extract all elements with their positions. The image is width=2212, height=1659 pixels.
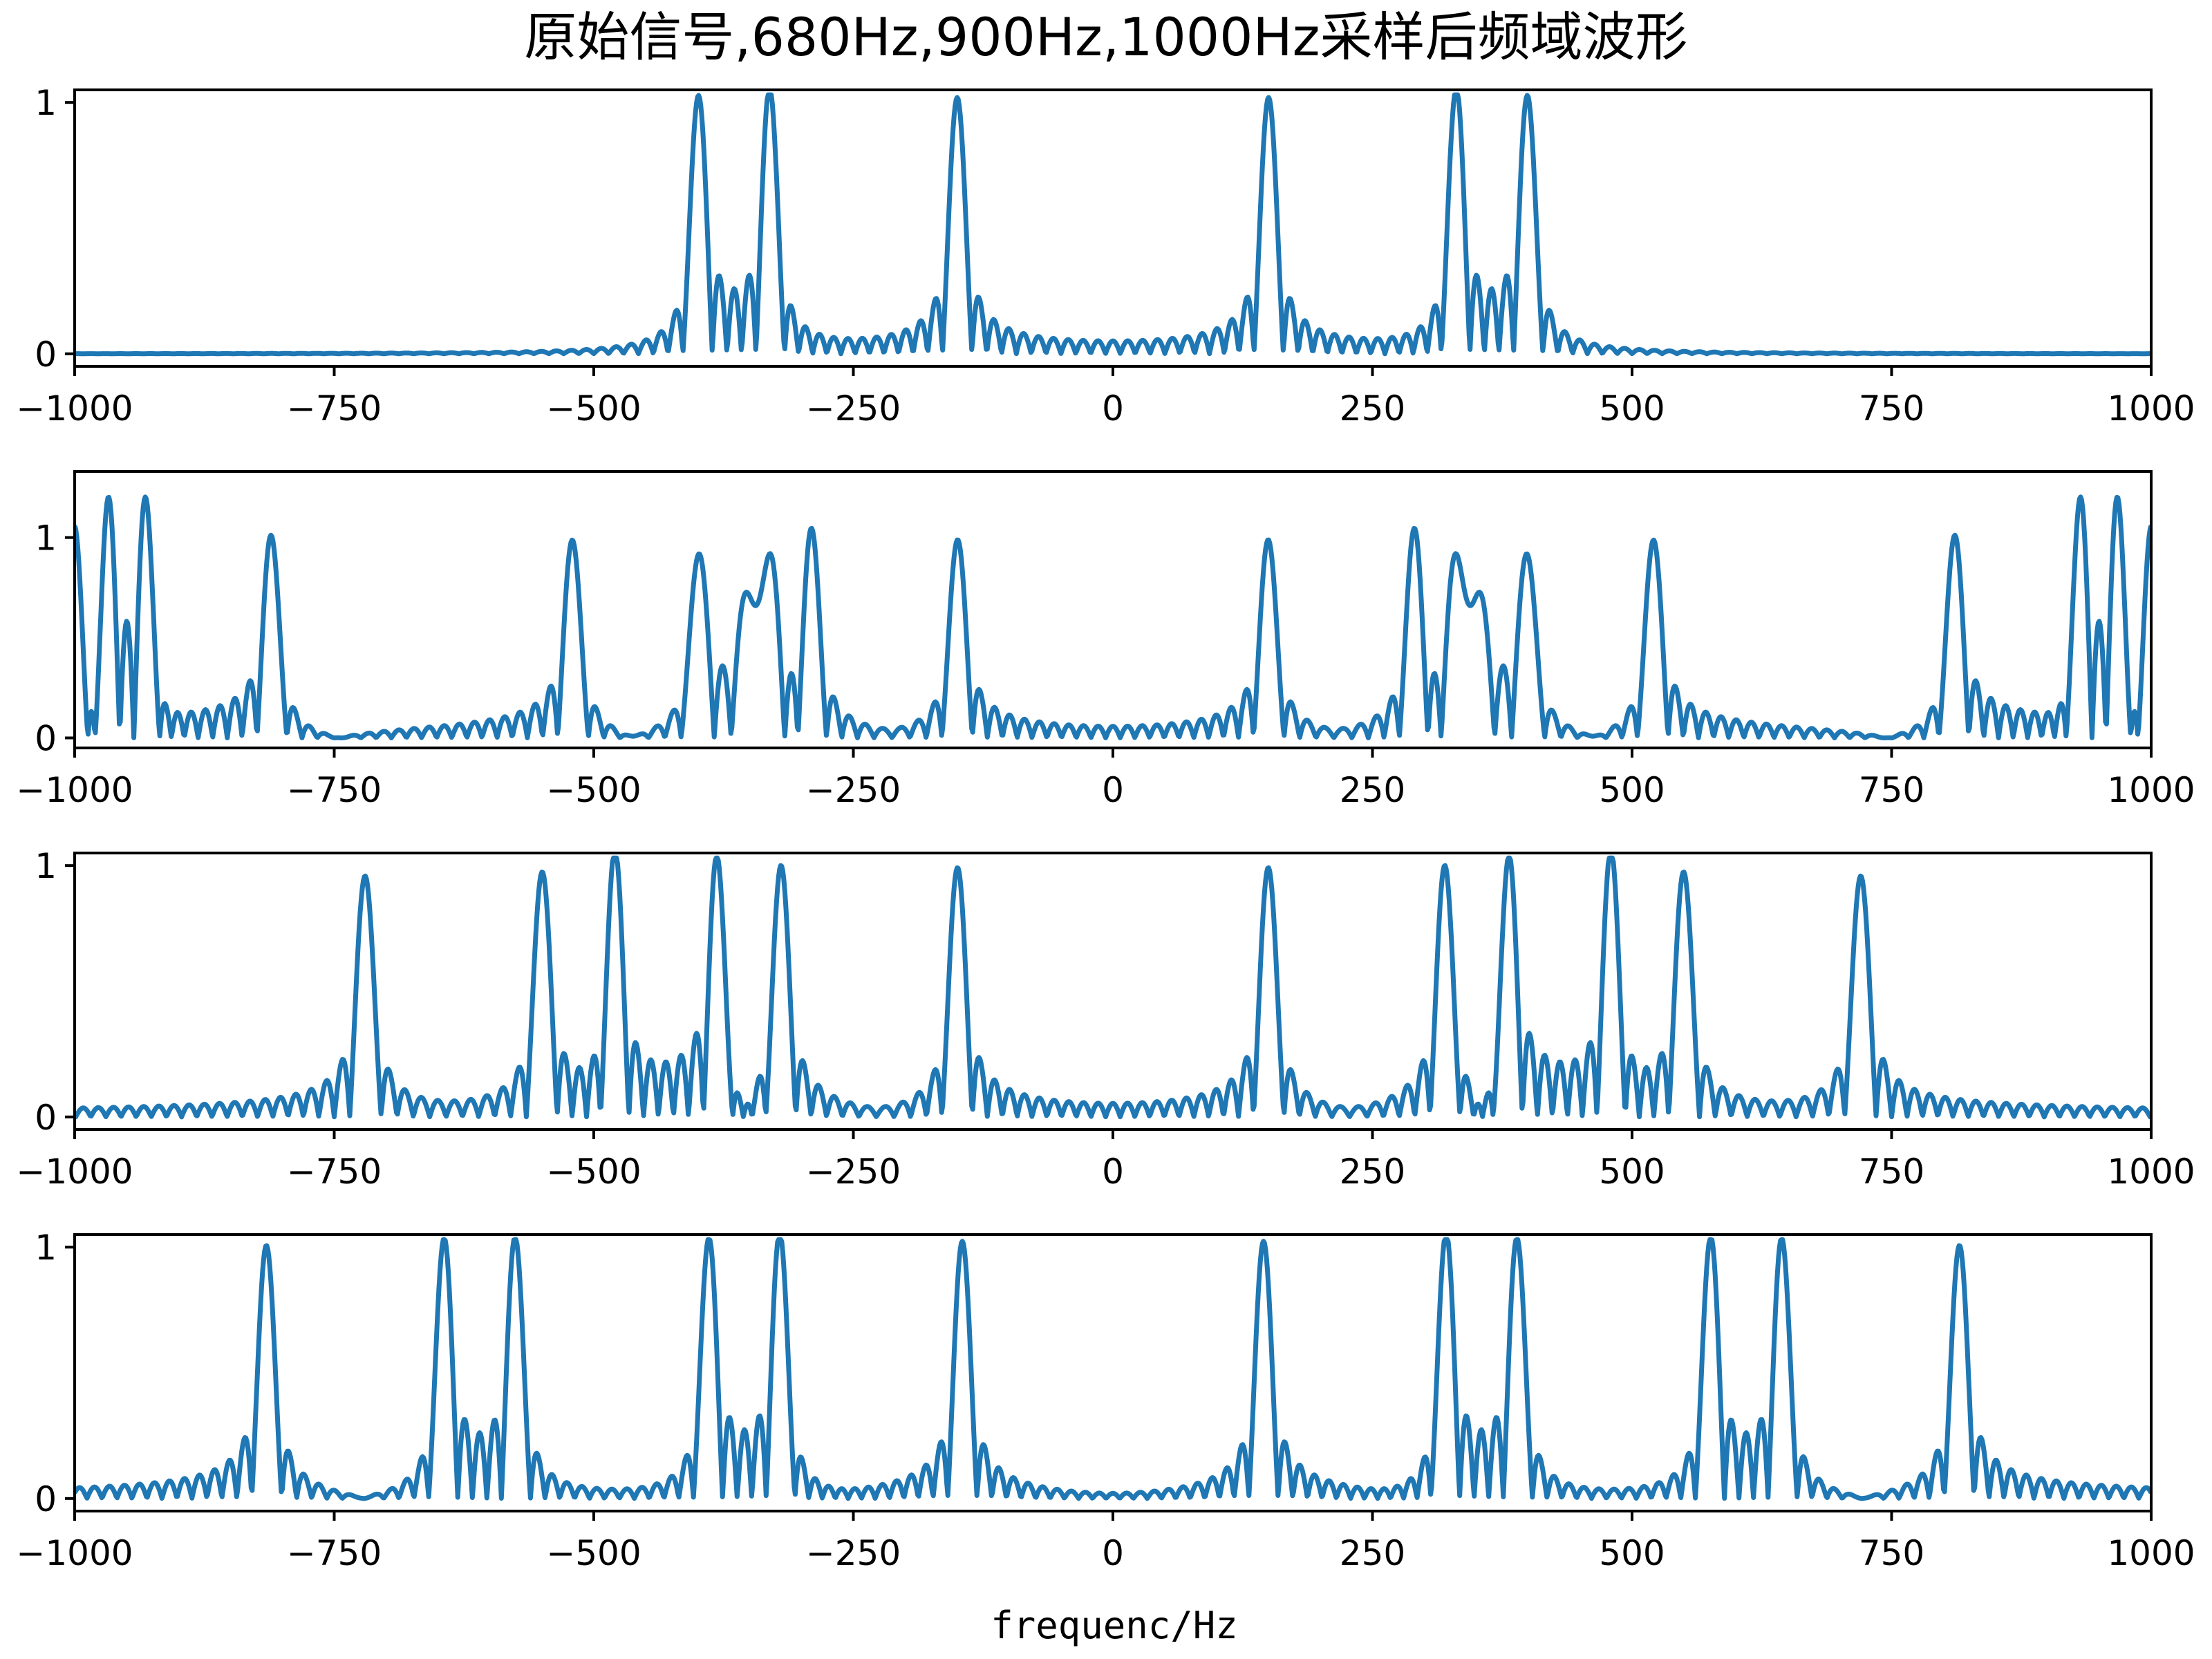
x-tick-label: −1000 bbox=[16, 388, 133, 429]
x-tick-label: −750 bbox=[287, 1533, 382, 1573]
x-tick-label: 1000 bbox=[2107, 388, 2195, 429]
x-tick-label: 1000 bbox=[2107, 1152, 2195, 1192]
x-tick-label: 750 bbox=[1859, 1533, 1924, 1573]
y-tick-label: 0 bbox=[35, 719, 57, 759]
x-tick-label: 1000 bbox=[2107, 1533, 2195, 1573]
x-tick-label: −250 bbox=[806, 1533, 901, 1573]
x-tick-label: −250 bbox=[806, 388, 901, 429]
x-tick-label: 250 bbox=[1340, 1152, 1405, 1192]
subplot-3: −1000 −750 −500 −250 0 250 500 750 1000 0 1 bbox=[16, 846, 2195, 1192]
x-tick-label: −250 bbox=[806, 770, 901, 810]
subplot-1: −1000 −750 −500 −250 0 250 500 750 1000 0 1 bbox=[16, 83, 2195, 429]
y-tick-label: 1 bbox=[35, 83, 57, 123]
x-tick-label: 250 bbox=[1340, 388, 1405, 429]
x-tick-label: 750 bbox=[1859, 388, 1924, 429]
x-tick-label: 750 bbox=[1859, 770, 1924, 810]
x-tick-label: 750 bbox=[1859, 1152, 1924, 1192]
x-tick-label: 250 bbox=[1340, 1533, 1405, 1573]
x-tick-label: −500 bbox=[546, 770, 641, 810]
x-tick-label: 250 bbox=[1340, 770, 1405, 810]
x-tick-label: −750 bbox=[287, 1152, 382, 1192]
x-tick-label: 1000 bbox=[2107, 770, 2195, 810]
y-tick-label: 1 bbox=[35, 1228, 57, 1268]
x-tick-label: −1000 bbox=[16, 770, 133, 810]
x-tick-label: −500 bbox=[546, 1152, 641, 1192]
y-tick-label: 1 bbox=[35, 846, 57, 886]
x-tick-label: −250 bbox=[806, 1152, 901, 1192]
x-tick-label: 0 bbox=[1102, 770, 1124, 810]
figure-title: 原始信号,680Hz,900Hz,1000Hz采样后频域波形 bbox=[524, 6, 1687, 68]
y-tick-label: 0 bbox=[35, 1098, 57, 1138]
x-tick-label: −500 bbox=[546, 388, 641, 429]
y-tick-label: 1 bbox=[35, 518, 57, 559]
x-tick-label: 500 bbox=[1599, 1533, 1665, 1573]
x-tick-label: 500 bbox=[1599, 770, 1665, 810]
series-line bbox=[75, 1237, 2151, 1501]
x-tick-label: 500 bbox=[1599, 1152, 1665, 1192]
subplot-2: −1000 −750 −500 −250 0 250 500 750 1000 0 1 bbox=[16, 470, 2195, 810]
x-tick-label: −750 bbox=[287, 770, 382, 810]
x-tick-label: −500 bbox=[546, 1533, 641, 1573]
series-line bbox=[75, 855, 2151, 1120]
x-axis-label: frequenc/Hz bbox=[991, 1604, 1238, 1647]
x-tick-label: −1000 bbox=[16, 1533, 133, 1573]
series-line bbox=[75, 494, 2151, 740]
x-tick-label: 500 bbox=[1599, 388, 1665, 429]
x-tick-label: 0 bbox=[1102, 1152, 1124, 1192]
subplot-4: −1000 −750 −500 −250 0 250 500 750 1000 0 1 bbox=[16, 1228, 2195, 1573]
x-tick-label: 0 bbox=[1102, 1533, 1124, 1573]
x-tick-label: −750 bbox=[287, 388, 382, 429]
x-tick-label: −1000 bbox=[16, 1152, 133, 1192]
series-line bbox=[75, 92, 2151, 357]
y-tick-label: 0 bbox=[35, 335, 57, 375]
y-tick-label: 0 bbox=[35, 1479, 57, 1519]
x-tick-label: 0 bbox=[1102, 388, 1124, 429]
